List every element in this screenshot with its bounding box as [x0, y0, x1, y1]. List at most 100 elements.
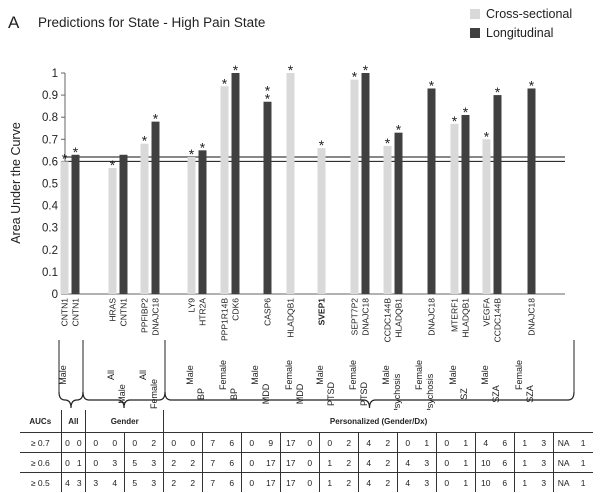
category-label: BP: [229, 388, 239, 400]
table-cell: 4: [397, 472, 418, 492]
table-cell: 2: [163, 452, 184, 473]
gene-label: HRAS: [108, 298, 118, 322]
bar-longitudinal: [493, 95, 502, 294]
category-label: Male: [58, 365, 68, 385]
category-label: SZA: [491, 385, 501, 403]
table-cell: NA: [553, 472, 574, 492]
table-cell: 6: [222, 472, 242, 492]
significance-star: *: [396, 122, 402, 138]
table-row: ≥ 0.7 0 0 0 0 0 2 0 0 7 6 0 9 17 0 0 2 4 2 0 1 0 1 4 6 1 3 NA 1: [20, 432, 593, 453]
bar-cross-sectional: [108, 168, 117, 294]
category-label: Male: [315, 365, 325, 385]
bar-cross-sectional: [60, 161, 69, 294]
significance-star: *: [189, 146, 195, 162]
y-tick-label: 0.8: [42, 112, 58, 124]
table-cell: 5: [124, 472, 145, 492]
bar-longitudinal: [461, 114, 470, 295]
gene-label: DNAJC18: [361, 298, 371, 336]
table-cell: 1: [417, 432, 437, 453]
significance-star: *: [385, 135, 391, 151]
category-label: Male: [381, 365, 391, 385]
table-cell: 10: [475, 452, 496, 473]
table-cell: 3: [534, 472, 554, 492]
gene-label: PPP1R14B: [220, 298, 230, 341]
bar-longitudinal: [394, 132, 403, 294]
table-cell: 3: [534, 452, 554, 473]
significance-star: *: [429, 77, 435, 93]
significance-star: *: [363, 62, 369, 78]
table-cell: 0: [397, 432, 418, 453]
table-cell: 2: [339, 452, 359, 473]
significance-star: *: [73, 144, 79, 160]
category-label: Male: [250, 365, 260, 385]
category-label: Male: [117, 384, 127, 404]
y-tick-label: 1: [52, 68, 58, 80]
category-label: Psychosis: [392, 373, 402, 410]
category-label: PTSD: [326, 382, 336, 407]
gene-label: VEGFA: [482, 298, 492, 327]
table-cell: 2: [183, 472, 203, 492]
table-cell: 1: [514, 432, 535, 453]
table-cell: 4: [358, 452, 379, 473]
table-cell: 4: [105, 472, 125, 492]
gene-label: HLADQB1: [286, 298, 296, 338]
significance-star: *: [222, 75, 228, 91]
auc-threshold-label: ≥ 0.5: [20, 472, 62, 492]
y-tick-label: 0.4: [42, 201, 59, 213]
table-cell: 9: [261, 432, 281, 453]
bar-longitudinal: [231, 73, 240, 294]
table-cell: 17: [280, 432, 301, 453]
table-cell: 0: [300, 432, 320, 453]
y-tick-label: 0.7: [42, 134, 58, 146]
table-cell: 1: [319, 472, 340, 492]
category-label: MDD: [261, 383, 271, 404]
gene-label: CCDC144B: [383, 298, 393, 343]
table-cell: 0: [124, 432, 145, 453]
auc-threshold-label: ≥ 0.6: [20, 452, 62, 473]
table-cell: 6: [222, 432, 242, 453]
table-cell: 4: [60, 472, 74, 492]
y-axis-label: Area Under the Curve: [9, 122, 23, 244]
legend-swatch-2: [470, 28, 480, 38]
gene-label: CASP6: [263, 298, 273, 326]
bar-longitudinal: [198, 150, 207, 294]
bar-cross-sectional: [350, 79, 359, 294]
gene-label: CCDC144B: [493, 298, 503, 343]
table-cell: 5: [124, 452, 145, 473]
category-label: Male: [448, 365, 458, 385]
category-label: Male: [480, 365, 490, 385]
auc-threshold-label: ≥ 0.7: [20, 432, 62, 453]
category-label: BP: [196, 388, 206, 400]
gene-label: SEPT7P2: [350, 298, 360, 336]
bar-cross-sectional: [482, 139, 491, 294]
category-label: Female: [514, 360, 524, 390]
chart-title: Predictions for State - High Pain State: [38, 15, 265, 30]
category-label: Female: [284, 360, 294, 390]
category-label: Female: [149, 379, 159, 409]
table-cell: 3: [105, 452, 125, 473]
table-cell: 2: [378, 452, 398, 473]
y-tick-label: 0.6: [42, 156, 58, 168]
category-label: SZA: [525, 385, 535, 403]
auc-bar-chart: A Predictions for State - High Pain State…: [8, 7, 575, 410]
bar-cross-sectional: [140, 143, 149, 294]
group-brace: [58, 391, 84, 409]
table-cell: 3: [534, 432, 554, 453]
table-cell: 17: [261, 472, 281, 492]
table-cell: 2: [378, 432, 398, 453]
category-label: SZ: [459, 388, 469, 400]
category-label: All: [106, 370, 116, 380]
table-cell: 0: [60, 452, 74, 473]
table-cell: 1: [573, 472, 593, 492]
table-header-row: AUCs All Gender Personalized (Gender/Dx): [20, 410, 593, 433]
gene-label: HLADQB1: [394, 298, 404, 338]
legend-swatch-1: [470, 9, 480, 19]
table-cell: 1: [514, 472, 535, 492]
gene-label: CNTN1: [60, 298, 70, 327]
significance-star: *: [495, 84, 501, 100]
auc-summary-table: AUCs All Gender Personalized (Gender/Dx) ≥ 0…: [20, 410, 593, 492]
gene-label: PPFIBP2: [140, 298, 150, 333]
gene-label: HTR2A: [198, 298, 208, 326]
bar-cross-sectional: [220, 86, 229, 294]
